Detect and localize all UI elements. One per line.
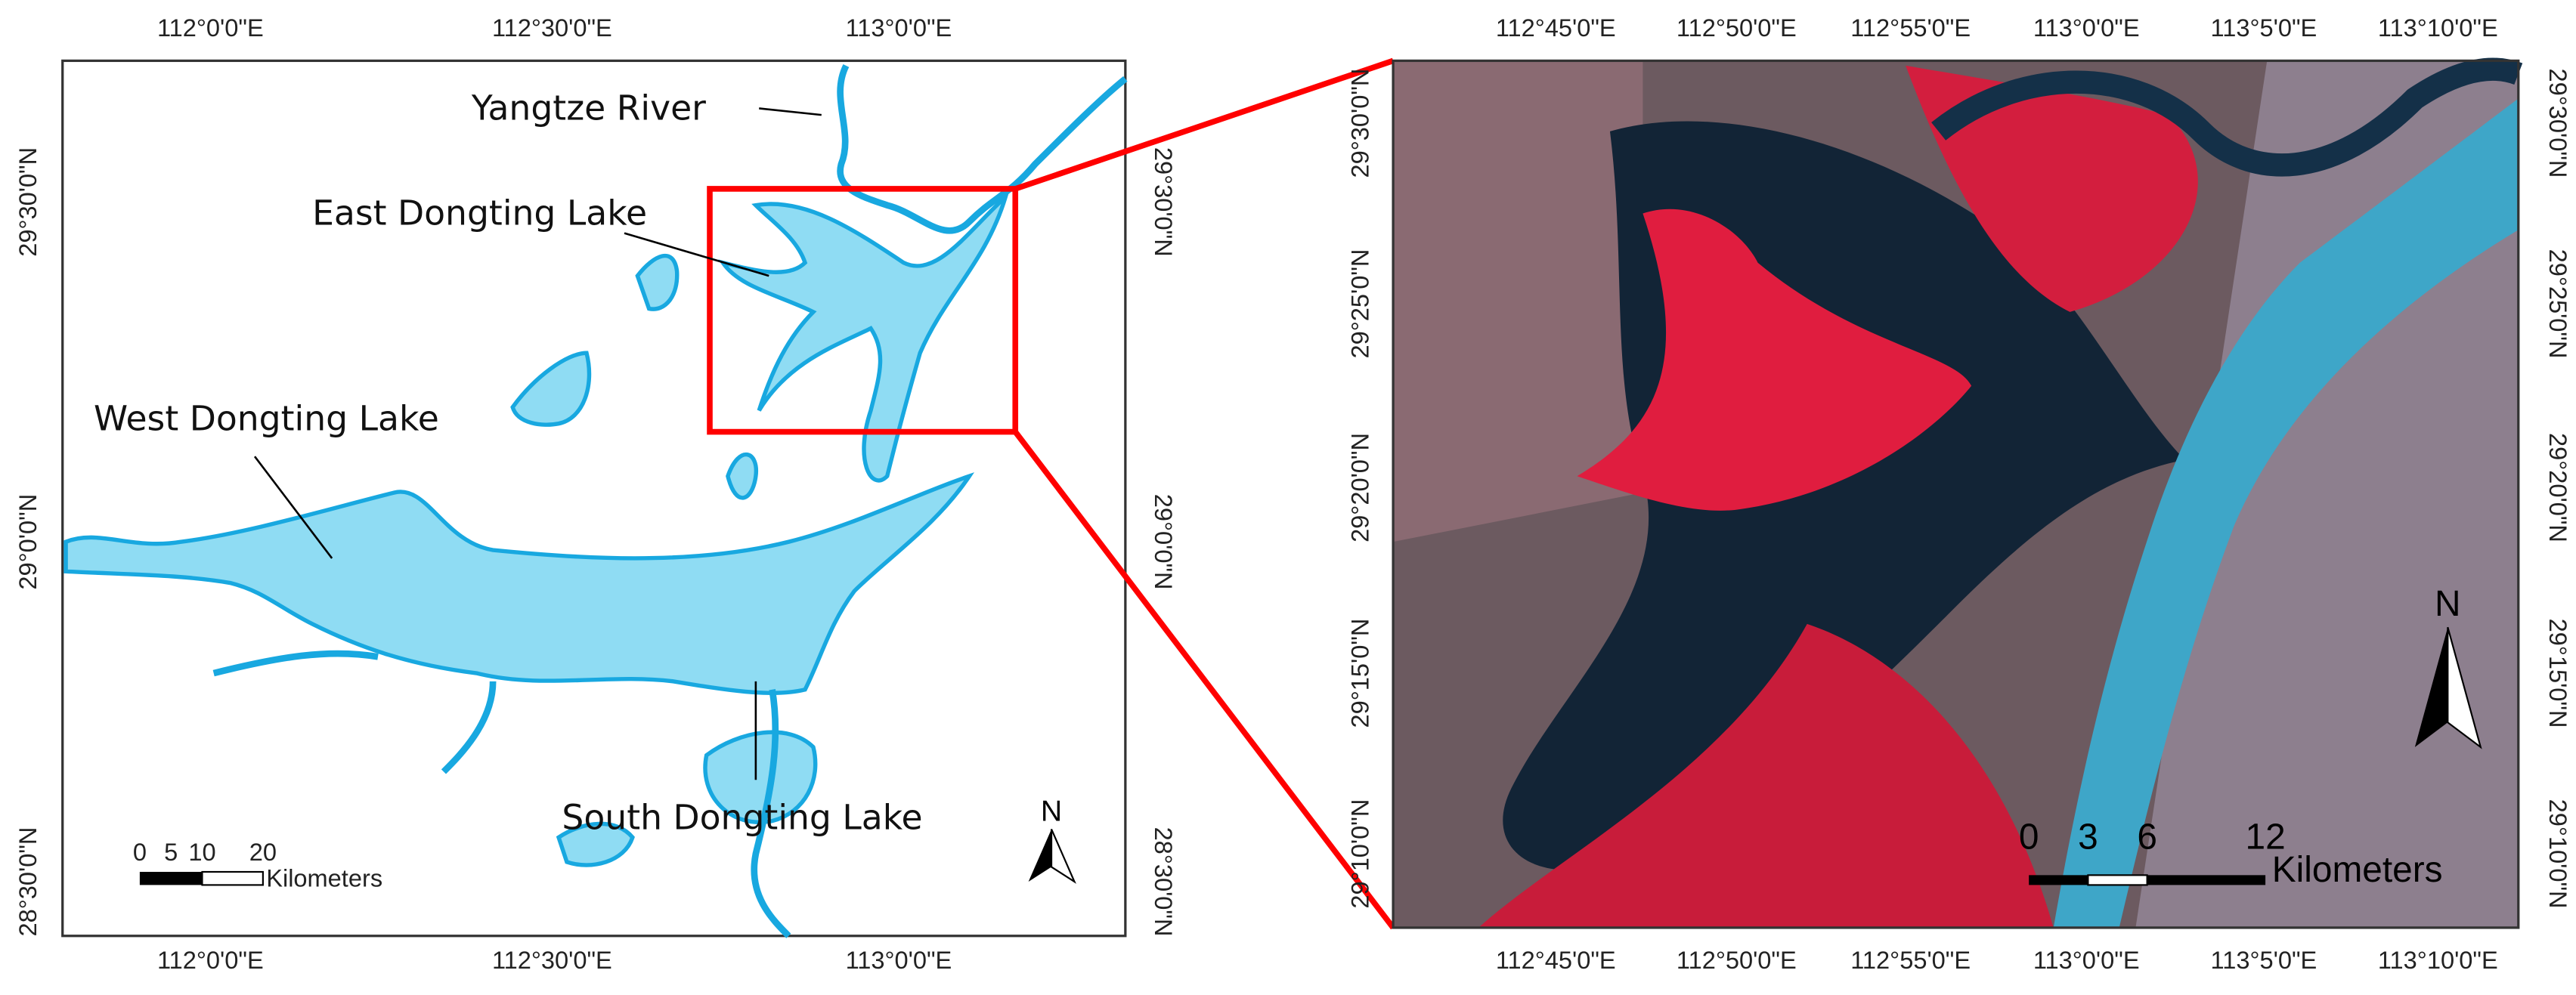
scale-unit: Kilometers (2272, 850, 2443, 890)
lake-patch (635, 253, 680, 311)
lat-tick-label: 29°15'0"N (1345, 619, 1373, 728)
arrow (253, 456, 333, 559)
arrow (759, 107, 822, 116)
lon-tick-label: 113°0'0"E (846, 14, 952, 42)
lat-tick-label: 28°30'0"N (14, 827, 42, 937)
map-frame (1392, 59, 2520, 929)
lon-tick-label: 112°50'0"E (1677, 946, 1797, 974)
scale-segment (139, 872, 203, 885)
river (1931, 57, 2523, 177)
lat-tick-label: 29°30'0"N (14, 147, 42, 257)
scale-segment (2029, 875, 2088, 885)
urban-area (1393, 60, 1643, 542)
north-label: N (1041, 796, 1062, 828)
scale-segment (201, 870, 264, 886)
zoom-line (1013, 430, 1396, 930)
lon-tick-label: 112°30'0"E (492, 14, 612, 42)
river (2053, 98, 2519, 928)
yangtze-river (837, 63, 1128, 234)
scale-label: 20 (249, 838, 277, 866)
lake-patch (556, 821, 635, 867)
lat-tick-label: 29°25'0"N (2544, 249, 2572, 359)
river (212, 650, 791, 938)
north-arrow (2447, 626, 2482, 749)
lake-patch (510, 351, 592, 427)
lat-tick-label: 29°0'0"N (14, 494, 42, 590)
map-label: Yangtze River (471, 88, 706, 128)
map-label: South Dongting Lake (562, 797, 922, 837)
lon-tick-label: 112°55'0"E (1850, 946, 1971, 974)
lat-tick-label: 29°30'0"N (2544, 69, 2572, 178)
zoom-line (1014, 57, 1395, 192)
map-label: East Dongting Lake (312, 193, 647, 233)
lon-tick-label: 112°45'0"E (1496, 14, 1616, 42)
lat-tick-label: 29°15'0"N (2544, 619, 2572, 728)
wetland (1478, 623, 2054, 928)
west-lake (63, 472, 975, 695)
north-label: N (2435, 584, 2461, 624)
scale-label: 6 (2137, 817, 2157, 857)
lon-tick-label: 113°0'0"E (846, 946, 952, 974)
lon-tick-label: 112°55'0"E (1850, 14, 1971, 42)
left-map: Yangtze River East Dongting Lake West Do… (61, 59, 1128, 938)
scale-label: 12 (2246, 817, 2286, 857)
lon-tick-label: 112°0'0"E (157, 946, 264, 974)
lat-tick-label: 28°30'0"N (1150, 827, 1178, 937)
map-label: West Dongting Lake (94, 398, 439, 438)
scale-label: 10 (188, 838, 215, 866)
lon-tick-label: 113°10'0"E (2378, 14, 2498, 42)
lon-tick-label: 112°0'0"E (157, 14, 264, 42)
lon-tick-label: 112°50'0"E (1677, 14, 1797, 42)
lon-tick-label: 113°5'0"E (2211, 14, 2317, 42)
lat-tick-label: 29°25'0"N (1345, 249, 1373, 359)
lat-tick-label: 29°10'0"N (2544, 799, 2572, 909)
zoom-box (707, 186, 1019, 435)
south-lake (703, 730, 818, 824)
scale-label: 0 (133, 838, 147, 866)
lat-tick-label: 29°0'0"N (1150, 494, 1178, 590)
scale-segment (2087, 874, 2148, 886)
lat-tick-label: 29°20'0"N (1345, 433, 1373, 542)
lat-tick-label: 29°30'0"N (1345, 69, 1373, 178)
scale-segment (2147, 875, 2266, 885)
lon-tick-label: 113°10'0"E (2378, 946, 2498, 974)
wetland (1906, 65, 2198, 312)
arrow (624, 232, 769, 277)
wetland (1577, 209, 1972, 511)
scale-label: 5 (164, 838, 178, 866)
north-arrow (1028, 829, 1052, 882)
lake-patch (726, 452, 759, 500)
scale-label: 3 (2078, 817, 2098, 857)
lat-tick-label: 29°10'0"N (1345, 799, 1373, 909)
scale-label: 0 (2019, 817, 2039, 857)
north-arrow (1050, 829, 1076, 884)
lon-tick-label: 113°0'0"E (2033, 14, 2140, 42)
lat-tick-label: 29°20'0"N (2544, 433, 2572, 542)
east-lake (718, 190, 1010, 483)
lon-tick-label: 113°5'0"E (2211, 946, 2317, 974)
scale-unit: Kilometers (266, 864, 382, 892)
lon-tick-label: 112°45'0"E (1496, 946, 1616, 974)
lon-tick-label: 113°0'0"E (2033, 946, 2140, 974)
lon-tick-label: 112°30'0"E (492, 946, 612, 974)
lat-tick-label: 29°30'0"N (1150, 147, 1178, 257)
